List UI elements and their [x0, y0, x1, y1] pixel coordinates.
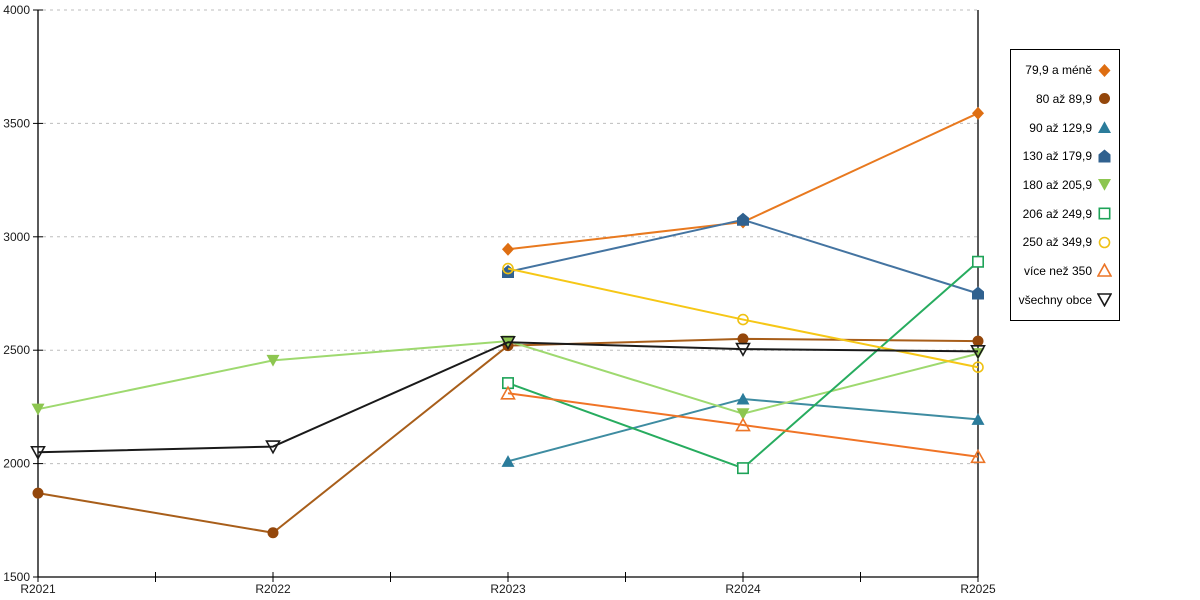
series-line	[507, 260, 979, 470]
triangle-down-icon	[736, 408, 750, 420]
legend-item: 80 až 89,9	[1018, 91, 1112, 106]
x-tick-label: R2025	[960, 582, 996, 596]
triangle-up-icon	[970, 448, 986, 464]
square-icon	[972, 255, 984, 268]
circle-icon	[1098, 236, 1111, 249]
series-130-a-179-9	[502, 212, 984, 300]
axes: 1500 2000 2500 3000 3500 4000 R2021 R2022 R2023 R…	[3, 3, 996, 596]
x-tick-label: R2023	[490, 582, 526, 596]
diamond-icon	[972, 106, 984, 120]
series-line	[37, 337, 979, 534]
y-tick-label: 1500	[3, 570, 30, 584]
x-tick-label: R2024	[725, 582, 761, 596]
circle-icon	[737, 313, 749, 326]
series-line	[37, 341, 979, 454]
triangle-down-icon	[970, 345, 986, 360]
legend-item: 79,9 a méně	[1018, 63, 1112, 78]
triangle-up-icon	[735, 417, 751, 432]
series-line	[507, 267, 979, 369]
triangle-down-icon	[1097, 293, 1112, 308]
series-line	[507, 218, 979, 295]
series-79-9-a-m-n	[502, 106, 984, 256]
series-line	[507, 112, 979, 251]
square-icon	[737, 462, 749, 475]
circle-icon	[737, 333, 749, 345]
triangle-down-icon	[31, 403, 45, 416]
circle-icon	[32, 487, 44, 499]
legend-item-label: 130 až 179,9	[1022, 149, 1092, 164]
triangle-up-icon	[500, 385, 516, 400]
series-90-a-129-9	[501, 392, 985, 467]
diamond-icon	[1098, 63, 1111, 77]
legend-item: 180 až 205,9	[1018, 177, 1112, 192]
legend-item: 206 až 249,9	[1018, 206, 1112, 221]
circle-icon	[972, 361, 984, 374]
legend-item-label: všechny obce	[1018, 292, 1092, 307]
series-80-a-89-9	[32, 333, 984, 539]
y-tick-label: 4000	[3, 3, 30, 17]
circle-icon	[502, 262, 514, 275]
legend-item-label: 250 až 349,9	[1022, 235, 1092, 250]
y-tick-label: 3500	[3, 116, 30, 130]
triangle-down-icon	[735, 342, 751, 357]
x-tick-label: R2022	[255, 582, 291, 596]
series-v-ce-ne-350	[500, 385, 986, 464]
triangle-down-icon	[265, 440, 281, 455]
legend-item-label: 90 až 129,9	[1029, 120, 1092, 135]
y-tick-label: 2000	[3, 457, 30, 471]
legend-item-label: 180 až 205,9	[1022, 177, 1092, 192]
legend-item-label: více než 350	[1023, 263, 1092, 278]
series-line	[507, 392, 979, 458]
x-tick-label: R2021	[20, 582, 56, 596]
triangle-up-icon	[501, 455, 515, 467]
triangle-up-icon	[1097, 263, 1112, 278]
legend-item: 130 až 179,9	[1018, 149, 1112, 164]
gridlines	[43, 9, 978, 465]
circle-icon	[972, 335, 984, 347]
diamond-icon	[502, 242, 514, 256]
triangle-up-icon	[971, 413, 985, 425]
pentagon-icon	[972, 286, 984, 300]
triangle-up-icon	[1098, 121, 1111, 134]
legend-item: všechny obce	[1018, 292, 1112, 308]
legend-item-label: 206 až 249,9	[1022, 206, 1092, 221]
triangle-down-icon	[266, 354, 280, 367]
triangle-down-icon	[500, 335, 516, 351]
circle-icon	[267, 527, 279, 539]
circle-icon	[1099, 93, 1110, 105]
legend-item: 90 až 129,9	[1018, 120, 1112, 135]
legend-item-label: 80 až 89,9	[1035, 91, 1092, 106]
series-206-a-249-9	[502, 255, 984, 475]
square-icon	[1098, 207, 1111, 220]
legend-item-label: 79,9 a méně	[1025, 63, 1092, 78]
y-tick-label: 3000	[3, 230, 30, 244]
legend-item: více než 350	[1018, 263, 1112, 278]
triangle-up-icon	[736, 392, 750, 405]
series-v-echny-obce	[30, 335, 986, 461]
triangle-down-icon	[1098, 179, 1111, 192]
pentagon-icon	[737, 212, 749, 226]
legend: 79,9 a méně 80 až 89,9 90 až 129,9 130 až 1…	[1010, 49, 1120, 321]
pentagon-icon	[1098, 149, 1111, 163]
legend-item: 250 až 349,9	[1018, 235, 1112, 250]
y-tick-label: 2500	[3, 343, 30, 357]
triangle-down-icon	[30, 445, 46, 461]
